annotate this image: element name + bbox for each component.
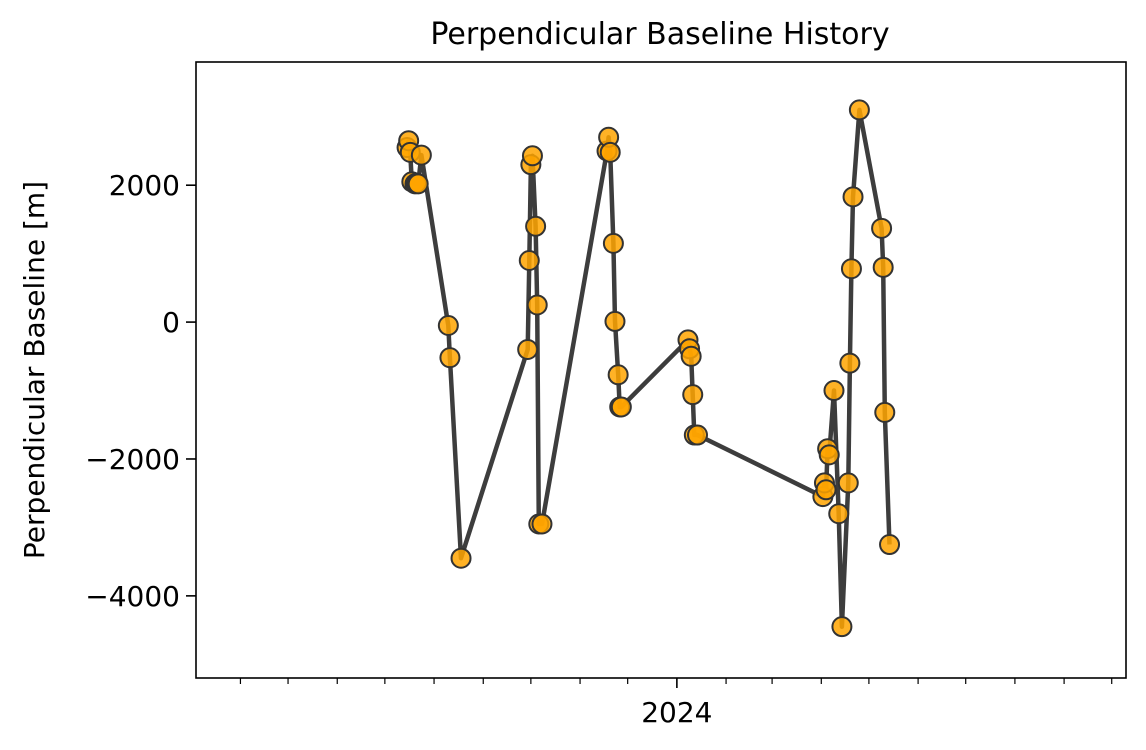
data-point xyxy=(872,256,894,278)
data-point xyxy=(437,315,459,337)
x-axis: 2024 xyxy=(239,678,1113,729)
plot-area xyxy=(396,99,901,638)
data-point xyxy=(680,345,702,367)
y-tick-label: −2000 xyxy=(85,443,180,476)
data-point xyxy=(521,145,543,167)
data-point xyxy=(828,503,850,525)
data-point xyxy=(599,141,621,163)
data-point xyxy=(831,616,853,638)
data-point xyxy=(604,310,626,332)
data-point xyxy=(531,513,553,535)
data-point xyxy=(837,472,859,494)
data-point xyxy=(439,347,461,369)
baseline-series-line xyxy=(404,107,892,629)
data-point xyxy=(407,173,429,195)
data-point xyxy=(517,338,539,360)
data-point xyxy=(839,352,861,374)
data-point xyxy=(525,215,547,237)
y-tick-label: 2000 xyxy=(109,169,180,202)
data-point xyxy=(848,99,870,121)
data-point xyxy=(879,534,901,556)
chart-title: Perpendicular Baseline History xyxy=(430,17,889,52)
data-point xyxy=(410,144,432,166)
data-point xyxy=(607,364,629,386)
data-point xyxy=(874,401,896,423)
data-point xyxy=(818,444,840,466)
data-point xyxy=(823,380,845,402)
data-point xyxy=(602,232,624,254)
data-point xyxy=(687,424,709,446)
data-point xyxy=(518,249,540,271)
y-axis: −4000 −2000 0 2000 xyxy=(85,169,196,613)
data-point xyxy=(840,258,862,280)
data-point xyxy=(682,384,704,406)
y-tick-label: −4000 xyxy=(85,580,180,613)
plot-frame xyxy=(195,61,1127,679)
data-point xyxy=(610,396,632,418)
data-point xyxy=(450,547,472,569)
data-point xyxy=(871,217,893,239)
data-point xyxy=(842,186,864,208)
data-point xyxy=(815,479,837,501)
y-tick-label: 0 xyxy=(162,306,180,339)
data-point xyxy=(526,294,548,316)
y-axis-label: Perpendicular Baseline [m] xyxy=(18,181,51,559)
x-tick-label: 2024 xyxy=(641,696,712,729)
